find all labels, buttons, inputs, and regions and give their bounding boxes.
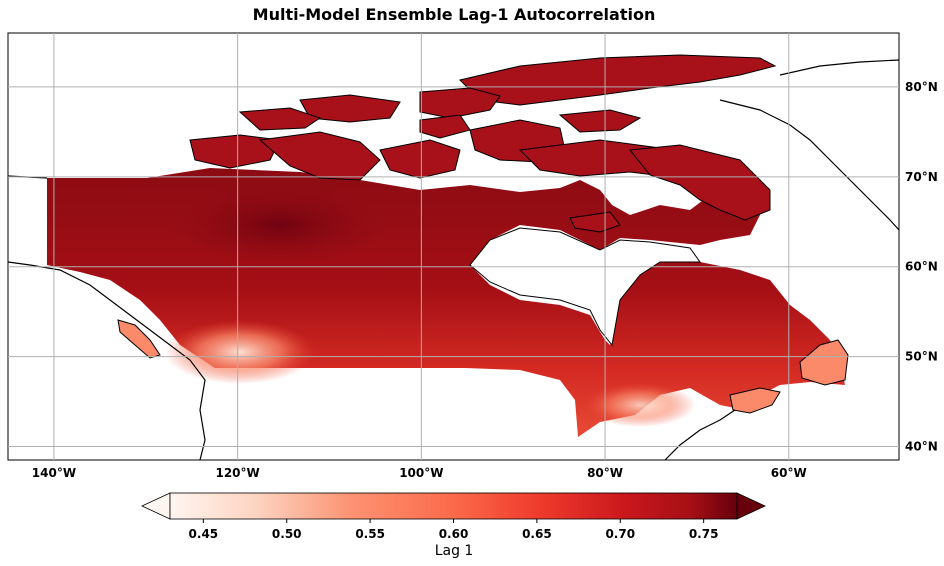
latitude-tick-label: 60°N xyxy=(905,260,938,274)
southwest-low-values xyxy=(165,320,315,384)
arctic-archipelago xyxy=(189,54,777,221)
colorbar-label: Lag 1 xyxy=(434,543,474,559)
colorbar: 0.45 0.50 0.55 0.60 0.65 0.70 0.75 xyxy=(141,492,766,541)
hudson-strait-island xyxy=(569,211,621,233)
alaska-coastline xyxy=(8,261,206,460)
colorbar-extend-low xyxy=(141,492,171,520)
latitude-tick-labels: 80°N 70°N 60°N 50°N 40°N xyxy=(905,80,938,454)
colorbar-tick-label: 0.60 xyxy=(439,527,469,541)
latitude-tick-label: 40°N xyxy=(905,440,938,454)
chart-title: Multi-Model Ensemble Lag-1 Autocorrelati… xyxy=(252,5,656,24)
newfoundland xyxy=(799,339,849,386)
colorbar-tick-label: 0.65 xyxy=(522,527,552,541)
longitude-tick-label: 120°W xyxy=(215,466,259,480)
latitude-tick-label: 70°N xyxy=(905,170,938,184)
colorbar-tick-label: 0.55 xyxy=(355,527,385,541)
us-east-coastline xyxy=(664,409,736,460)
northwest-high-values xyxy=(170,185,390,265)
colorbar-tick-label: 0.50 xyxy=(272,527,302,541)
greenland-coastline xyxy=(719,59,899,231)
gridlines xyxy=(8,33,899,460)
longitude-tick-label: 100°W xyxy=(399,466,443,480)
latitude-tick-label: 80°N xyxy=(905,80,938,94)
colorbar-tick-label: 0.75 xyxy=(689,527,719,541)
colorbar-ticks: 0.45 0.50 0.55 0.60 0.65 0.70 0.75 xyxy=(189,519,719,541)
latitude-tick-label: 50°N xyxy=(905,350,938,364)
colorbar-tick-label: 0.70 xyxy=(605,527,635,541)
southeast-low-values xyxy=(585,383,695,427)
hudson-bay xyxy=(469,227,701,347)
longitude-tick-label: 140°W xyxy=(32,466,76,480)
colorbar-extend-high xyxy=(736,492,766,520)
colorbar-gradient xyxy=(169,492,738,520)
colorbar-tick-label: 0.45 xyxy=(189,527,219,541)
longitude-tick-labels: 140°W 120°W 100°W 80°W 60°W xyxy=(32,466,807,480)
nova-scotia xyxy=(729,387,781,414)
longitude-tick-label: 60°W xyxy=(771,466,807,480)
longitude-tick-label: 80°W xyxy=(587,466,623,480)
